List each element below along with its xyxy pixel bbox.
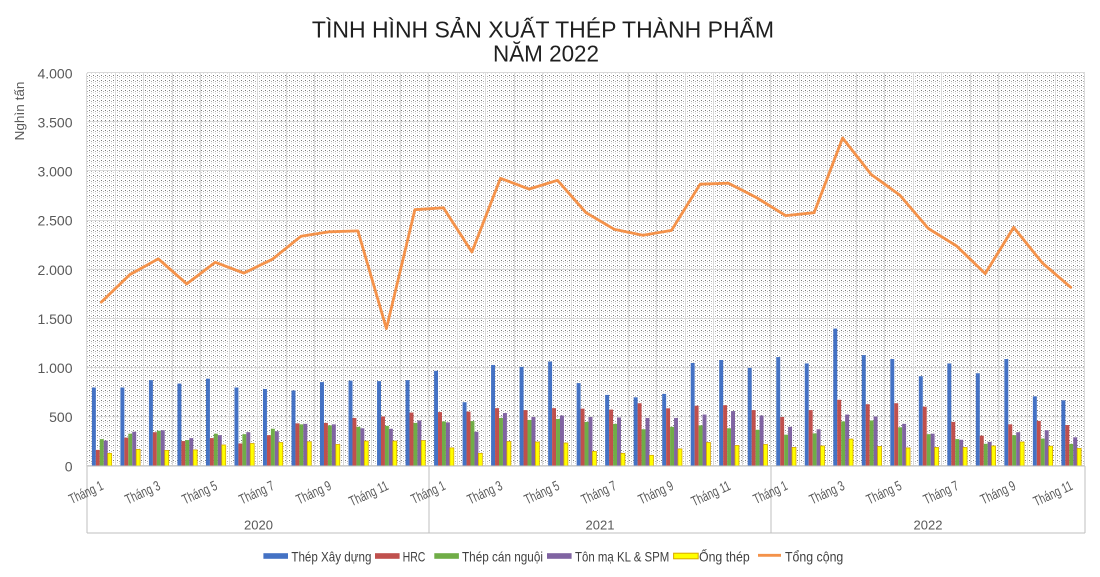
svg-text:HRC: HRC: [403, 548, 426, 564]
svg-text:1.500: 1.500: [37, 311, 72, 327]
svg-text:Ống thép: Ống thép: [699, 547, 750, 564]
svg-text:Thép cán nguội: Thép cán nguội: [462, 548, 543, 564]
svg-text:0: 0: [65, 458, 73, 474]
svg-text:TÌNH HÌNH SẢN XUẤT THÉP THÀNH: TÌNH HÌNH SẢN XUẤT THÉP THÀNH PHẨM: [312, 15, 774, 43]
svg-text:1.000: 1.000: [37, 360, 72, 376]
svg-text:Thép Xây dựng: Thép Xây dựng: [291, 548, 371, 564]
svg-text:500: 500: [49, 409, 73, 425]
svg-text:2020: 2020: [244, 518, 273, 533]
svg-text:2.000: 2.000: [37, 262, 72, 278]
svg-text:Nghìn tấn: Nghìn tấn: [12, 82, 27, 141]
svg-text:2021: 2021: [586, 518, 615, 533]
svg-text:Tôn mạ KL & SPM: Tôn mạ KL & SPM: [575, 548, 669, 564]
svg-text:3.500: 3.500: [37, 115, 72, 131]
svg-text:NĂM 2022: NĂM 2022: [493, 40, 599, 66]
svg-text:Tổng cộng: Tổng cộng: [785, 548, 843, 564]
svg-text:2022: 2022: [914, 518, 943, 533]
svg-text:4.000: 4.000: [37, 65, 72, 81]
svg-text:2.500: 2.500: [37, 213, 72, 229]
svg-text:3.000: 3.000: [37, 164, 72, 180]
